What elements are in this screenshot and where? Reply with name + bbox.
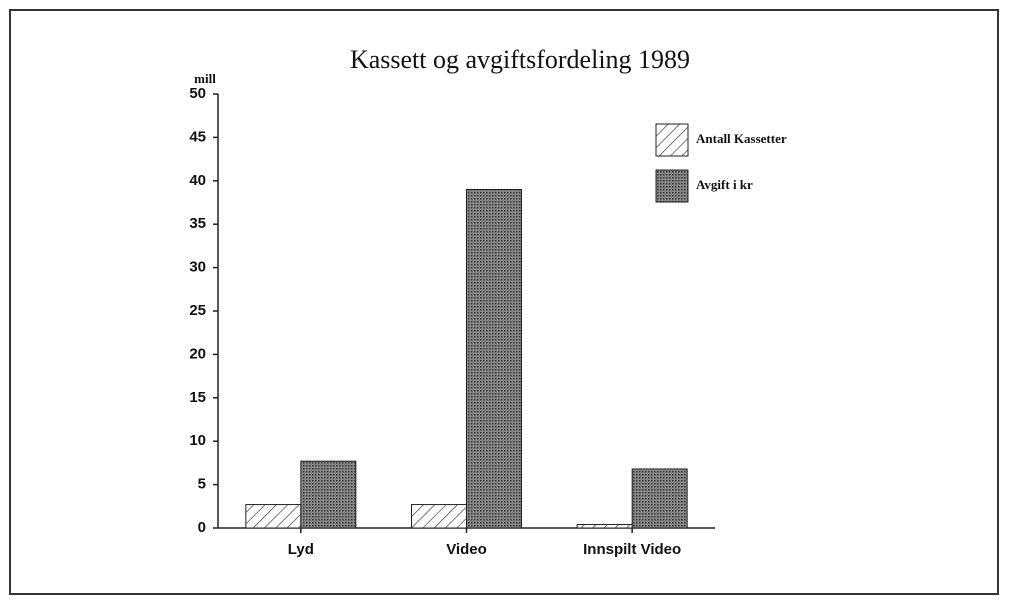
legend-label: Antall Kassetter — [696, 131, 787, 146]
y-tick-label: 0 — [198, 519, 206, 536]
y-tick-label: 45 — [189, 128, 206, 145]
y-tick-label: 10 — [189, 432, 206, 449]
chart-title: Kassett og avgiftsfordeling 1989 — [350, 45, 690, 74]
legend-swatch — [655, 169, 689, 203]
bar — [300, 460, 357, 529]
y-tick-label: 50 — [189, 85, 206, 102]
x-tick-label: Lyd — [288, 541, 314, 558]
y-tick-label: 30 — [189, 259, 206, 276]
y-tick-label: 20 — [189, 345, 206, 362]
y-tick-label: 5 — [198, 476, 206, 493]
y-tick-label: 15 — [189, 389, 206, 406]
y-tick-label: 25 — [189, 302, 206, 319]
bar — [576, 524, 633, 529]
bar — [245, 504, 302, 529]
bar — [631, 468, 688, 529]
legend-swatch — [655, 123, 689, 157]
frame — [9, 9, 999, 595]
y-tick-label: 40 — [189, 172, 206, 189]
legend-label: Avgift i kr — [696, 177, 753, 192]
x-tick-label: Innspilt Video — [583, 541, 681, 558]
x-tick-label: Video — [446, 541, 487, 558]
bar — [411, 504, 467, 529]
y-axis-label: mill — [194, 71, 216, 86]
y-tick-label: 35 — [189, 215, 206, 232]
bar — [466, 188, 522, 529]
